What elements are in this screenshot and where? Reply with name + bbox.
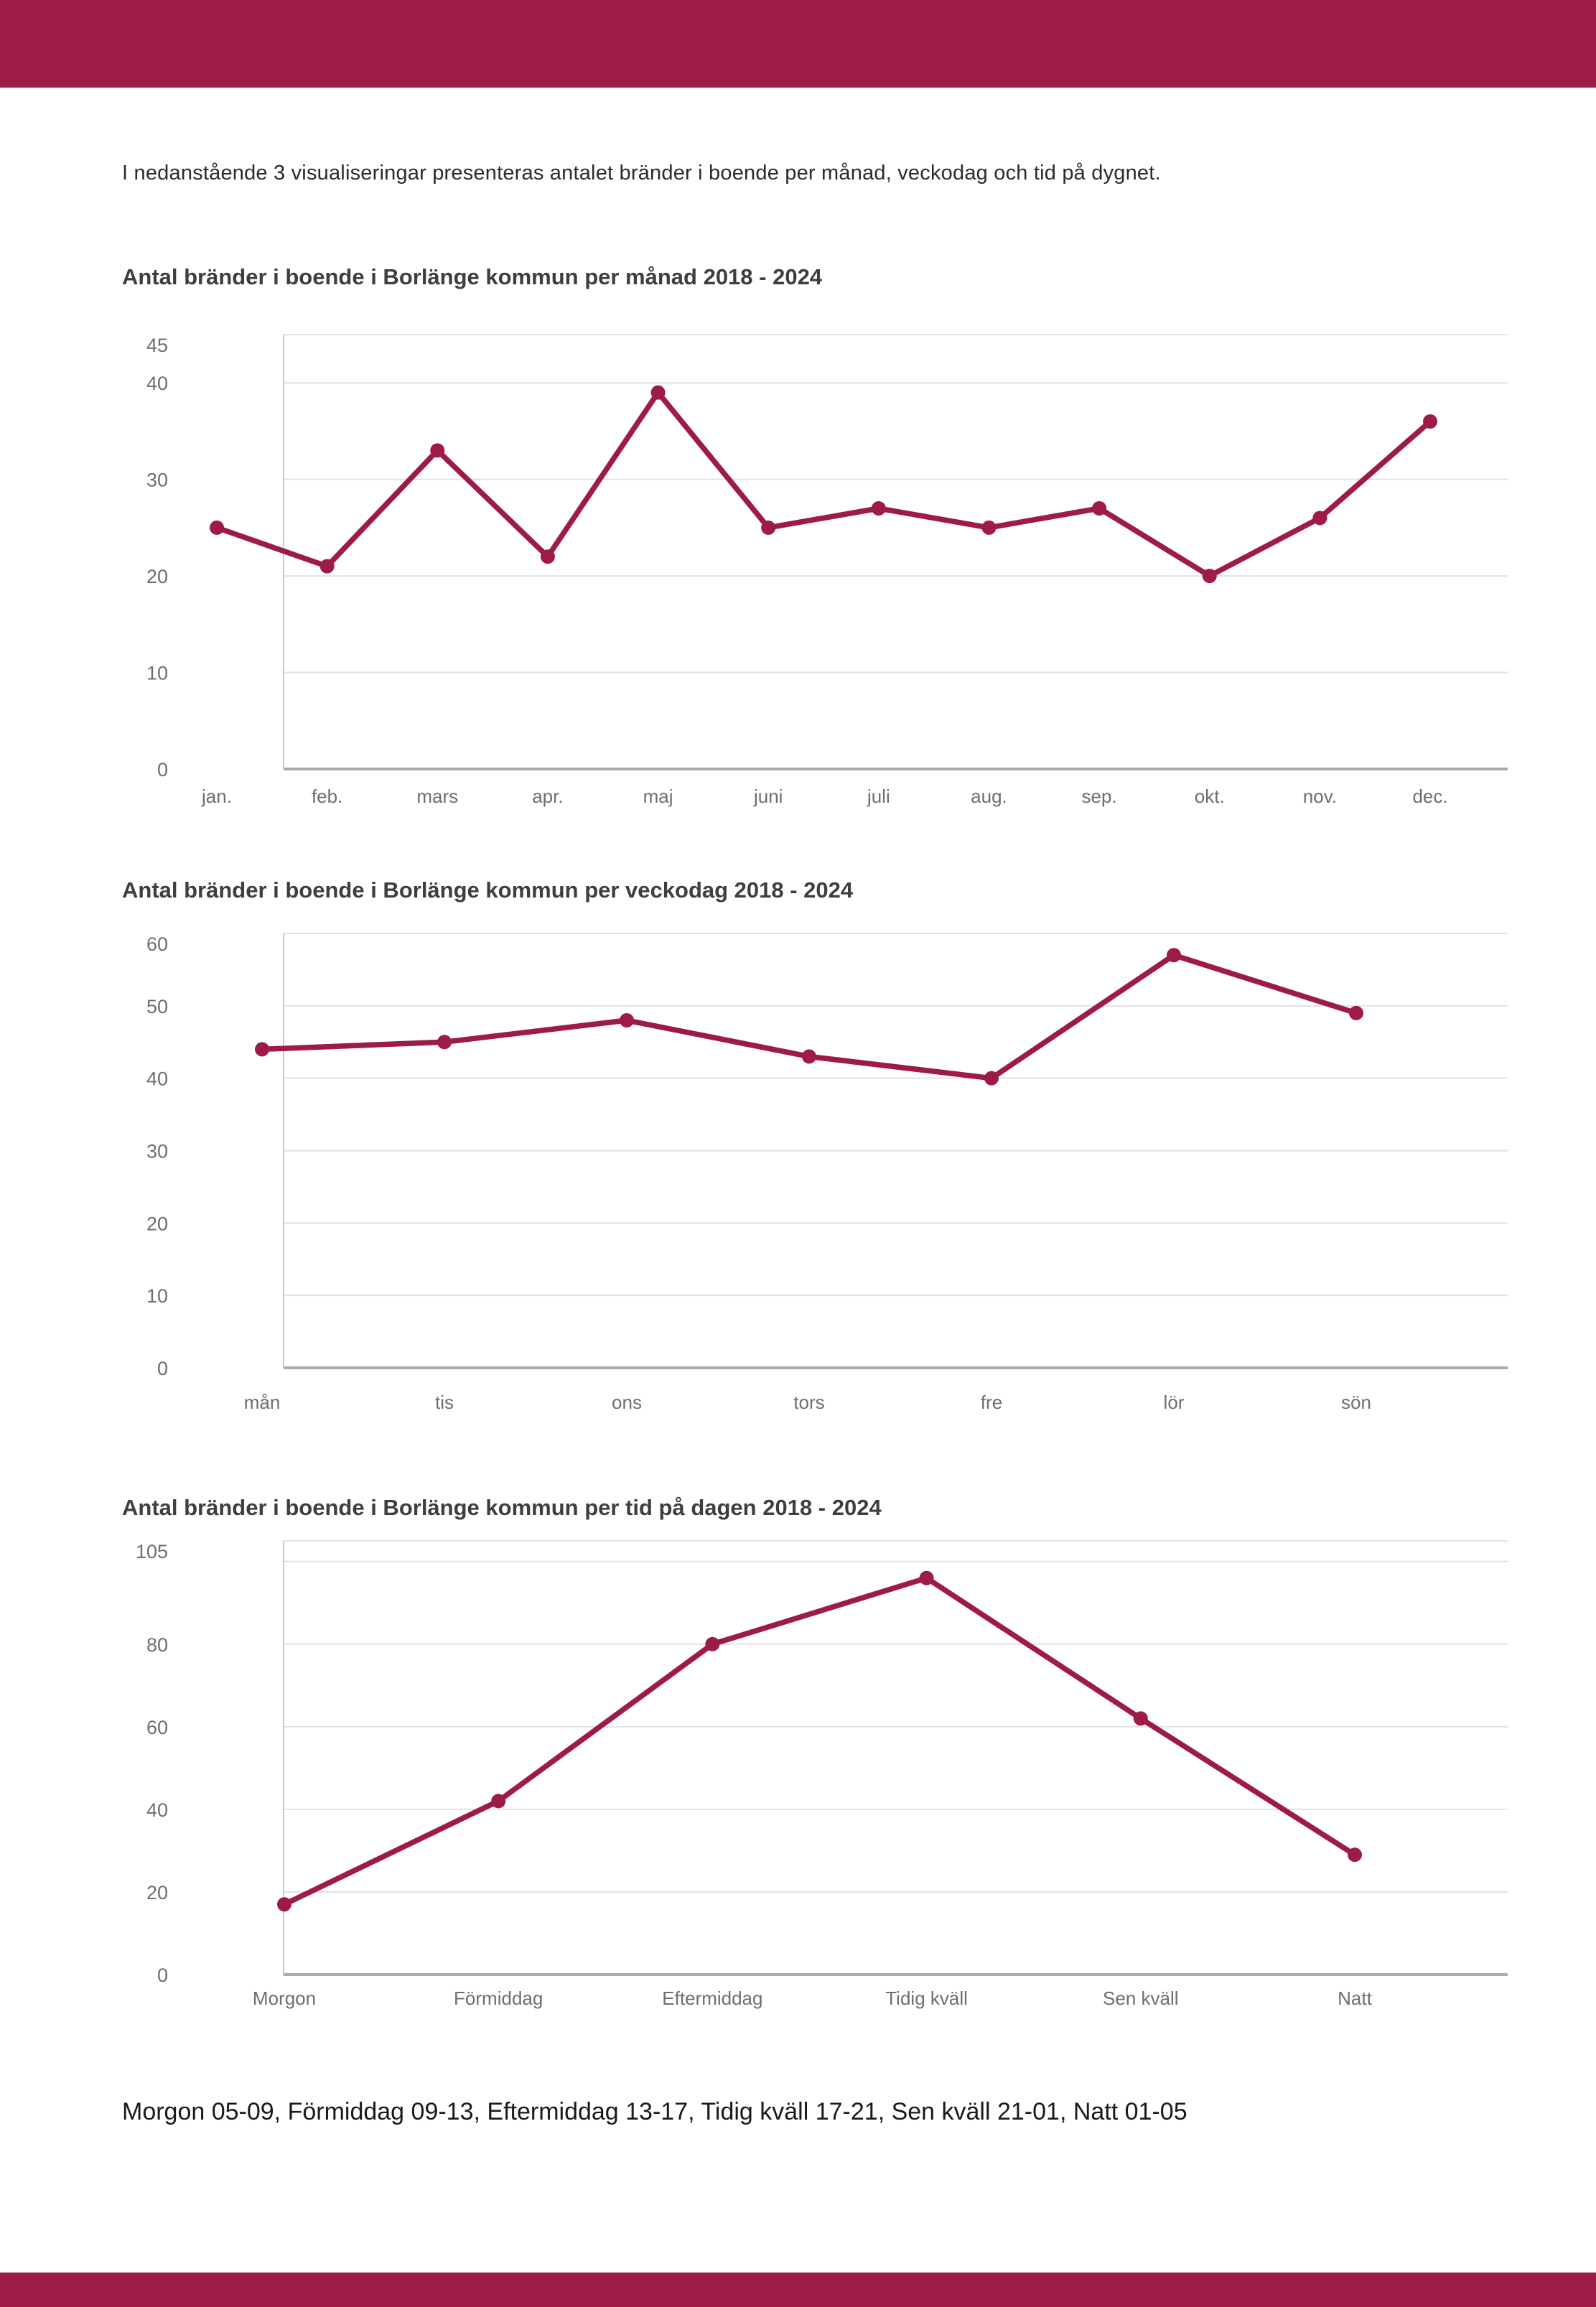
- svg-text:60: 60: [146, 933, 168, 955]
- svg-text:60: 60: [146, 1717, 168, 1738]
- svg-text:20: 20: [146, 566, 168, 587]
- svg-text:fre: fre: [981, 1392, 1002, 1413]
- svg-text:40: 40: [146, 1799, 168, 1821]
- svg-text:sep.: sep.: [1082, 786, 1117, 807]
- time-of-day-fires-line-chart: 105 80 60 40 20 0 Morgon Förmiddag Eftermiddag Ti…: [136, 1540, 1508, 2009]
- svg-text:105: 105: [136, 1541, 168, 1562]
- time-period-legend-text: Morgon 05-09, Förmiddag 09-13, Eftermidd…: [122, 2098, 1187, 2125]
- svg-text:Natt: Natt: [1338, 1987, 1372, 2009]
- svg-text:apr.: apr.: [532, 786, 563, 807]
- svg-text:50: 50: [146, 996, 168, 1017]
- svg-text:Morgon: Morgon: [253, 1987, 316, 2009]
- svg-text:lör: lör: [1164, 1392, 1185, 1413]
- svg-text:maj: maj: [643, 786, 673, 807]
- svg-text:Förmiddag: Förmiddag: [454, 1987, 543, 2009]
- svg-text:80: 80: [146, 1634, 168, 1656]
- svg-text:20: 20: [146, 1213, 168, 1234]
- svg-text:40: 40: [146, 373, 168, 394]
- svg-text:mån: mån: [244, 1392, 281, 1413]
- svg-text:juli: juli: [867, 786, 890, 807]
- svg-text:0: 0: [157, 759, 168, 780]
- svg-text:tis: tis: [435, 1392, 454, 1413]
- svg-text:Sen kväll: Sen kväll: [1103, 1987, 1179, 2009]
- svg-text:45: 45: [146, 335, 168, 356]
- weekday-fires-line-chart: 60 50 40 30 20 10 0 mån tis ons tors fre lör sön: [146, 933, 1508, 1413]
- svg-text:dec.: dec.: [1412, 786, 1447, 807]
- intro-text: I nedanstående 3 visualiseringar present…: [122, 162, 1161, 185]
- svg-text:30: 30: [146, 470, 168, 491]
- svg-text:mars: mars: [416, 786, 458, 807]
- header-bar: [0, 0, 1596, 88]
- footer-bar: [0, 2273, 1596, 2307]
- time-of-day-chart-title: Antal bränder i boende i Borlänge kommun…: [122, 1495, 882, 1520]
- svg-text:okt.: okt.: [1195, 786, 1225, 807]
- svg-text:10: 10: [146, 1285, 168, 1307]
- svg-text:0: 0: [157, 1965, 168, 1986]
- svg-text:ons: ons: [612, 1392, 642, 1413]
- svg-text:40: 40: [146, 1068, 168, 1090]
- svg-text:sön: sön: [1341, 1392, 1371, 1413]
- weekday-chart-title: Antal bränder i boende i Borlänge kommun…: [122, 877, 854, 903]
- svg-text:0: 0: [157, 1358, 168, 1379]
- svg-text:aug.: aug.: [971, 786, 1007, 807]
- svg-text:10: 10: [146, 663, 168, 684]
- svg-text:30: 30: [146, 1141, 168, 1162]
- svg-text:Eftermiddag: Eftermiddag: [662, 1987, 762, 2009]
- svg-text:juni: juni: [753, 786, 783, 807]
- svg-text:feb.: feb.: [312, 786, 342, 807]
- svg-text:Tidig kväll: Tidig kväll: [885, 1987, 968, 2009]
- svg-text:nov.: nov.: [1303, 786, 1337, 807]
- svg-text:jan.: jan.: [201, 786, 232, 807]
- svg-text:tors: tors: [793, 1392, 824, 1413]
- monthly-chart-title: Antal bränder i boende i Borlänge kommun…: [122, 264, 823, 289]
- svg-text:20: 20: [146, 1882, 168, 1903]
- monthly-fires-line-chart: 45 40 30 20 10 0 jan. feb. mars apr. maj juni juli au…: [146, 334, 1508, 807]
